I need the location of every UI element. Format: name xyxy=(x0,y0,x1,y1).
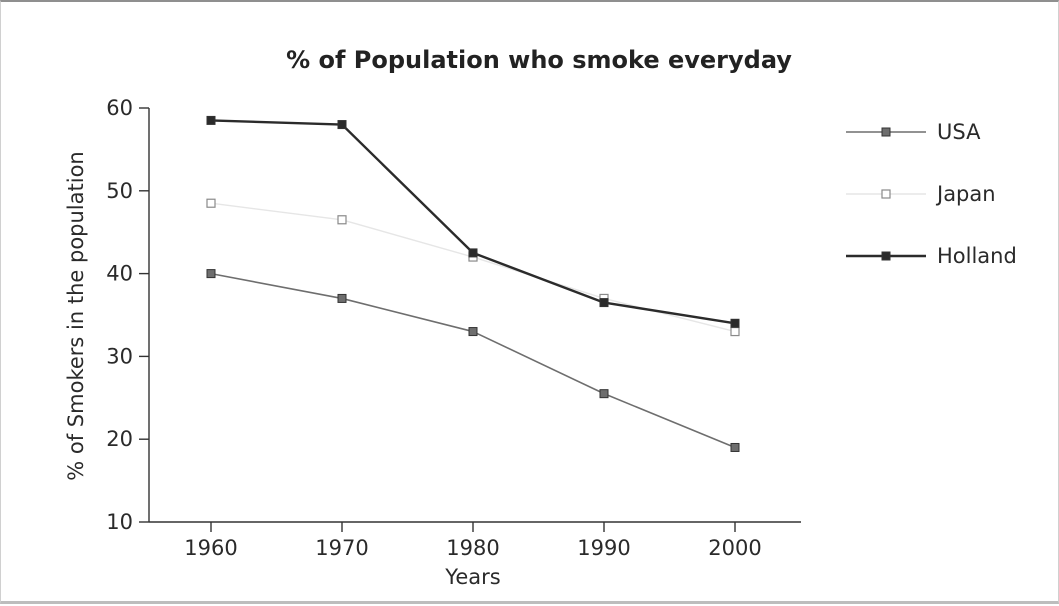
series-line-japan xyxy=(210,202,736,333)
legend-marker xyxy=(881,189,891,199)
legend-label: USA xyxy=(937,120,981,144)
data-point-holland xyxy=(206,115,216,125)
y-tick-label: 40 xyxy=(106,262,133,286)
x-tick-label: 1970 xyxy=(315,536,368,560)
legend: USA Japan Holland xyxy=(846,120,1017,268)
series-usa xyxy=(206,269,740,452)
legend-item-usa: USA xyxy=(846,120,981,144)
data-point-usa xyxy=(599,389,609,399)
series-line-usa xyxy=(210,272,736,449)
x-tick-label: 1960 xyxy=(184,536,237,560)
y-tick-label: 30 xyxy=(106,344,133,368)
legend-marker xyxy=(881,127,891,137)
data-point-holland xyxy=(730,318,740,328)
legend-item-holland: Holland xyxy=(846,244,1017,268)
series-japan xyxy=(206,198,740,337)
legend-marker xyxy=(881,251,891,261)
y-tick-label: 50 xyxy=(106,179,133,203)
data-point-usa xyxy=(337,293,347,303)
data-point-holland xyxy=(599,298,609,308)
legend-item-japan: Japan xyxy=(846,182,996,206)
data-point-japan xyxy=(206,198,216,208)
y-axis-label: % of Smokers in the population xyxy=(64,151,88,480)
series-line-holland xyxy=(210,119,736,325)
x-tick-label: 1990 xyxy=(577,536,630,560)
legend-label: Holland xyxy=(937,244,1017,268)
data-point-holland xyxy=(337,120,347,130)
data-point-usa xyxy=(468,327,478,337)
series-holland xyxy=(206,115,740,328)
data-point-holland xyxy=(468,248,478,258)
legend-label: Japan xyxy=(935,182,996,206)
x-axis-label: Years xyxy=(444,565,500,589)
data-point-usa xyxy=(730,442,740,452)
y-tick-label: 20 xyxy=(106,427,133,451)
data-point-japan xyxy=(730,326,740,337)
y-tick-label: 10 xyxy=(106,510,133,534)
x-tick-label: 1980 xyxy=(446,536,499,560)
axes: 10 20 30 40 50 60 1960 1970 1980 1990 2000 xyxy=(106,96,801,560)
data-point-usa xyxy=(206,269,216,279)
y-tick-label: 60 xyxy=(106,96,133,120)
series-layer xyxy=(206,115,740,452)
data-point-japan xyxy=(337,215,347,225)
chart-title: % of Population who smoke everyday xyxy=(286,46,792,74)
x-tick-label: 2000 xyxy=(708,536,761,560)
